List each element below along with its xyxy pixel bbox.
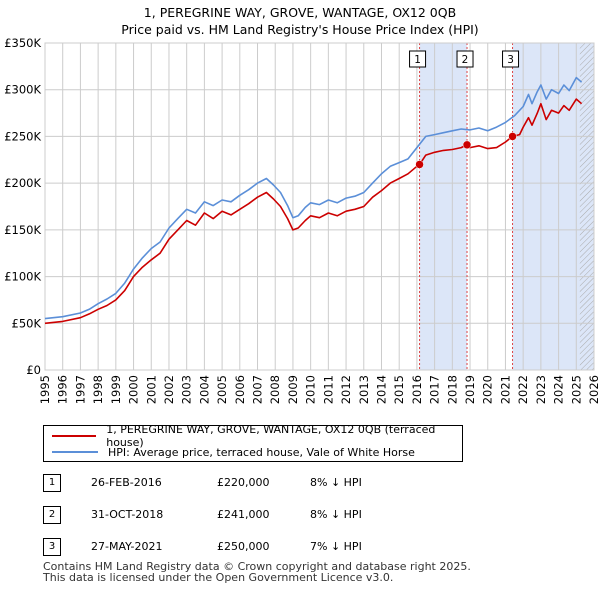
x-tick-label: 2020 [481, 375, 495, 404]
y-tick-label: £50K [12, 316, 42, 330]
x-tick-label: 2021 [498, 375, 512, 404]
x-tick-label: 2013 [357, 375, 371, 404]
x-tick-label: 2004 [197, 375, 211, 404]
sale-number-badge: 1 [43, 474, 61, 492]
sale-row: 3 27-MAY-2021 £250,000 7% ↓ HPI [43, 538, 443, 558]
sale-row: 2 31-OCT-2018 £241,000 8% ↓ HPI [43, 506, 443, 526]
hpi-line [44, 76, 583, 320]
y-tick-label: £300K [4, 83, 41, 97]
sale-number-badge: 2 [43, 506, 61, 524]
plot-border [44, 42, 595, 371]
title-line-1: 1, PEREGRINE WAY, GROVE, WANTAGE, OX12 0… [143, 5, 457, 20]
x-tick-label: 2000 [127, 375, 141, 404]
y-tick-label: £150K [4, 223, 41, 237]
footer-copyright: Contains HM Land Registry data © Crown c… [43, 560, 471, 573]
legend-item-property: 1, PEREGRINE WAY, GROVE, WANTAGE, OX12 0… [44, 423, 462, 449]
x-tick-label: 2002 [162, 375, 176, 404]
x-tick-label: 2024 [552, 375, 566, 404]
sale-hpi-diff: 8% ↓ HPI [310, 508, 362, 521]
x-tick-label: 2015 [392, 375, 406, 404]
sale-number-badge: 3 [43, 538, 61, 556]
annotation-box [456, 50, 474, 68]
annotation-label: 3 [507, 54, 514, 66]
x-tick-label: 2022 [516, 375, 530, 404]
price-chart: £0 £50K £100K £150K £200K £250K £300K £350K 1995… [4, 36, 600, 404]
sale-point [415, 160, 424, 169]
x-tick-label: 2025 [569, 375, 583, 404]
x-tick-label: 2006 [233, 375, 247, 404]
y-tick-label: £200K [4, 176, 41, 190]
sale-date: 31-OCT-2018 [91, 508, 164, 521]
sale-date: 27-MAY-2021 [91, 540, 163, 553]
x-tick-label: 1995 [38, 375, 52, 404]
x-tick-label: 2008 [268, 375, 282, 404]
annotation-label: 2 [462, 54, 469, 66]
annotation-box [409, 50, 427, 68]
sale-point [462, 140, 472, 150]
x-tick-label: 1996 [56, 375, 70, 404]
sale-row: 1 26-FEB-2016 £220,000 8% ↓ HPI [43, 474, 443, 494]
legend: 1, PEREGRINE WAY, GROVE, WANTAGE, OX12 0… [43, 423, 463, 462]
property-price-line [44, 98, 583, 325]
property-line-swatch [52, 435, 97, 437]
x-tick-label: 2026 [587, 375, 600, 404]
y-tick-label: £250K [4, 129, 41, 143]
shaded-range [419, 43, 468, 370]
y-tick-label: £100K [4, 270, 41, 284]
sale-point [508, 132, 517, 141]
title-line-2: Price paid vs. HM Land Registry's House … [121, 22, 479, 37]
y-tick-label: £0 [26, 363, 41, 377]
x-tick-label: 2003 [180, 375, 194, 404]
x-tick-label: 1998 [91, 375, 105, 404]
sale-price: £220,000 [217, 476, 270, 489]
x-tick-label: 2014 [374, 375, 388, 404]
footer-licence: This data is licensed under the Open Gov… [43, 571, 394, 584]
sale-hpi-diff: 8% ↓ HPI [310, 476, 362, 489]
x-tick-label: 2009 [286, 375, 300, 404]
sale-date: 26-FEB-2016 [91, 476, 162, 489]
x-tick-label: 2016 [410, 375, 424, 404]
x-tick-label: 2012 [339, 375, 353, 404]
x-tick-label: 1997 [73, 375, 87, 404]
x-tick-label: 2005 [215, 375, 229, 404]
x-tick-label: 2019 [463, 375, 477, 404]
x-tick-label: 2007 [251, 375, 265, 404]
sale-price: £241,000 [217, 508, 270, 521]
annotation-box [502, 50, 520, 68]
hatched-region [579, 43, 594, 370]
x-tick-label: 2010 [304, 375, 318, 404]
footer: Contains HM Land Registry data © Crown c… [43, 561, 471, 583]
legend-item-hpi: HPI: Average price, terraced house, Vale… [44, 444, 415, 460]
x-tick-label: 2023 [534, 375, 548, 404]
y-tick-label: £350K [4, 36, 41, 50]
x-tick-label: 1999 [109, 375, 123, 404]
x-tick-label: 2017 [428, 375, 442, 404]
hpi-line-swatch [52, 451, 98, 453]
x-tick-label: 2001 [144, 375, 158, 404]
sale-hpi-diff: 7% ↓ HPI [310, 540, 362, 553]
x-tick-label: 2011 [321, 375, 335, 404]
legend-property-label: 1, PEREGRINE WAY, GROVE, WANTAGE, OX12 0… [106, 423, 436, 449]
x-tick-label: 2018 [445, 375, 459, 404]
annotation-label: 1 [414, 54, 421, 66]
sale-price: £250,000 [217, 540, 270, 553]
chart-title: 1, PEREGRINE WAY, GROVE, WANTAGE, OX12 0… [0, 4, 600, 38]
legend-hpi-label: HPI: Average price, terraced house, Vale… [108, 445, 415, 459]
